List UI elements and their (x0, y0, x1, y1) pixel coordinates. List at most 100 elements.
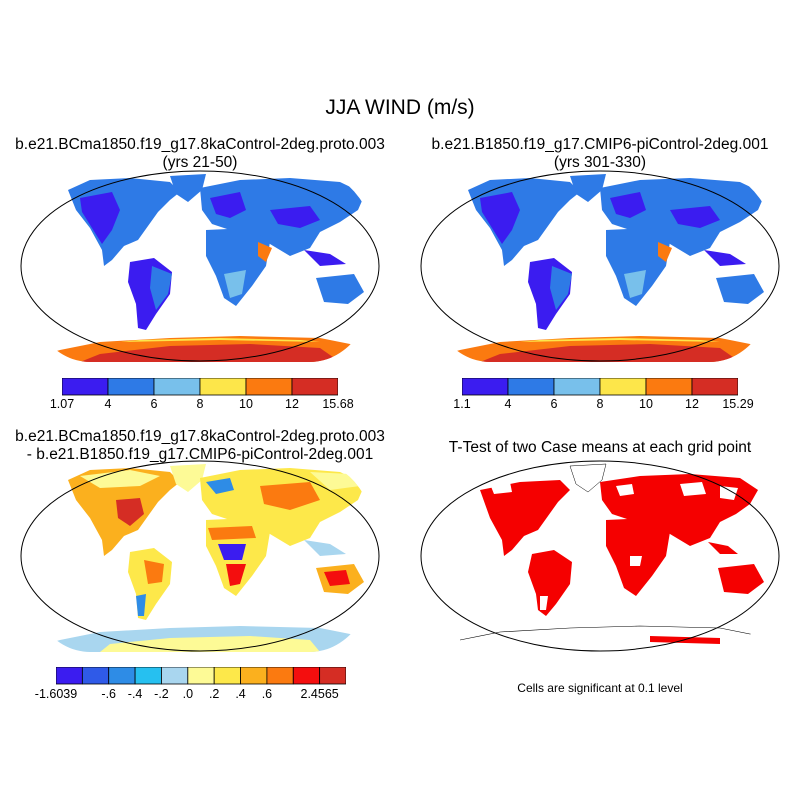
colorbar-box-4 (245, 378, 293, 396)
land-north-america (480, 480, 570, 556)
colorbar-label: -1.6039 (34, 687, 78, 701)
land-antarctica-edge (460, 338, 760, 348)
land-asia-highlands (270, 206, 320, 228)
panel1-colorbar-labels: 1.07 4 6 8 10 12 15.68 (50, 397, 354, 413)
colorbar-label: -.6 (101, 687, 117, 701)
land-australia (316, 274, 364, 304)
land-greenland (170, 174, 206, 202)
colorbar-box-3 (199, 378, 247, 396)
panel1-colorbar (62, 378, 338, 396)
panel2-colorbar-labels: 1.1 4 6 8 10 12 15.29 (453, 397, 753, 413)
colorbar-label: 6 (550, 397, 558, 411)
land-maritime (304, 250, 346, 266)
colorbar-label: .6 (261, 687, 273, 701)
colorbar-label: 1.1 (453, 397, 471, 411)
colorbar-label: -.4 (127, 687, 143, 701)
panel3-map-frame (20, 460, 380, 652)
colorbar-label: 2.4565 (300, 687, 339, 701)
colorbar-label: 10 (239, 397, 253, 411)
colorbar-label: 4 (504, 397, 512, 411)
colorbar-box-5 (691, 378, 738, 396)
colorbar-label: 12 (285, 397, 299, 411)
colorbar-box-1 (107, 378, 155, 396)
land-africa-south (226, 564, 246, 586)
land-arabian-sea-jet (658, 242, 672, 262)
panel2-title: b.e21.B1850.f19_g17.CMIP6-piControl-2deg… (400, 136, 800, 172)
colorbar-box-4 (161, 667, 189, 685)
land-eurasia (600, 474, 758, 546)
land-africa (206, 228, 270, 306)
land-asia-west (610, 192, 646, 218)
colorbar-box-0 (56, 667, 83, 685)
gap-greenland (569, 463, 607, 493)
colorbar-label: 8 (196, 397, 204, 411)
colorbar-box-10 (319, 667, 346, 685)
panel1-title: b.e21.BCma1850.f19_g17.8kaControl-2deg.p… (0, 136, 400, 172)
colorbar-box-1 (81, 667, 110, 685)
land-north-america-east (116, 498, 144, 526)
colorbar-box-6 (213, 667, 241, 685)
land-south-america-east (550, 266, 572, 310)
panel3-colorbar (56, 667, 346, 685)
land-africa-south (624, 270, 646, 298)
land-south-america-south (136, 594, 146, 616)
land-south-america-center (144, 560, 164, 584)
colorbar-box-3 (134, 667, 162, 685)
land-south-america (128, 548, 172, 620)
colorbar-label: 15.29 (722, 397, 754, 411)
panel1-map (20, 170, 380, 362)
colorbar-box-0 (462, 378, 509, 396)
land-maritime (304, 540, 346, 556)
panel1-map-frame (20, 170, 380, 362)
land-maritime (708, 542, 738, 554)
panel4-map-frame (420, 460, 780, 652)
colorbar-label: 8 (596, 397, 604, 411)
land-asia-north (310, 472, 360, 490)
colorbar-label: 12 (685, 397, 699, 411)
land-australia-inner (324, 570, 350, 586)
land-greenland (570, 174, 606, 202)
antarctica-outline (459, 625, 761, 641)
land-maritime (704, 250, 746, 266)
gap-south-america (540, 596, 548, 610)
panel3-title-line1: b.e21.BCma1850.f19_g17.8kaControl-2deg.p… (15, 428, 385, 445)
panel2-map (420, 170, 780, 362)
figure-title: JJA WIND (m/s) (325, 96, 475, 119)
land-south-america-east (150, 266, 172, 310)
colorbar-label: 10 (639, 397, 653, 411)
panel4-title: T-Test of two Case means at each grid po… (448, 439, 752, 456)
land-arabian-sea-jet (258, 242, 272, 262)
colorbar-label: .0 (182, 687, 194, 701)
gap-asia-1 (680, 482, 706, 496)
colorbar-box-5 (291, 378, 338, 396)
land-greenland (170, 464, 206, 492)
land-north-america-west (80, 192, 120, 244)
colorbar-label: 15.68 (322, 397, 354, 411)
panel2-map-frame (420, 170, 780, 362)
panel3-title-line2: - b.e21.B1850.f19_g17.CMIP6-piControl-2d… (26, 446, 374, 463)
land-north-america-west (480, 192, 520, 244)
land-north-america (468, 178, 580, 266)
land-africa (606, 228, 670, 306)
land-asia-west (210, 192, 246, 218)
colorbar-label: 4 (104, 397, 112, 411)
land-australia (718, 564, 764, 594)
panel3-title: b.e21.BCma1850.f19_g17.8kaControl-2deg.p… (0, 428, 400, 464)
land-asia-highlands (670, 206, 720, 228)
land-north-america-north (80, 470, 160, 488)
panel4-map (420, 460, 780, 652)
land-antarctica-edge (60, 338, 360, 348)
panel2-title-line2: (yrs 301-330) (553, 154, 647, 171)
panel1-title-line1: b.e21.BCma1850.f19_g17.8kaControl-2deg.p… (15, 136, 385, 153)
gap-north-america (490, 482, 512, 494)
land-asia-center (260, 482, 320, 510)
land-europe-north (206, 478, 234, 494)
panel2-title-line1: b.e21.B1850.f19_g17.CMIP6-piControl-2deg… (431, 136, 769, 153)
land-antarctica-inner (80, 344, 340, 362)
gap-europe (616, 484, 634, 496)
colorbar-box-1 (507, 378, 555, 396)
colorbar-box-0 (62, 378, 109, 396)
land-africa-center (218, 544, 246, 560)
land-north-america (68, 178, 180, 266)
colorbar-box-4 (645, 378, 693, 396)
